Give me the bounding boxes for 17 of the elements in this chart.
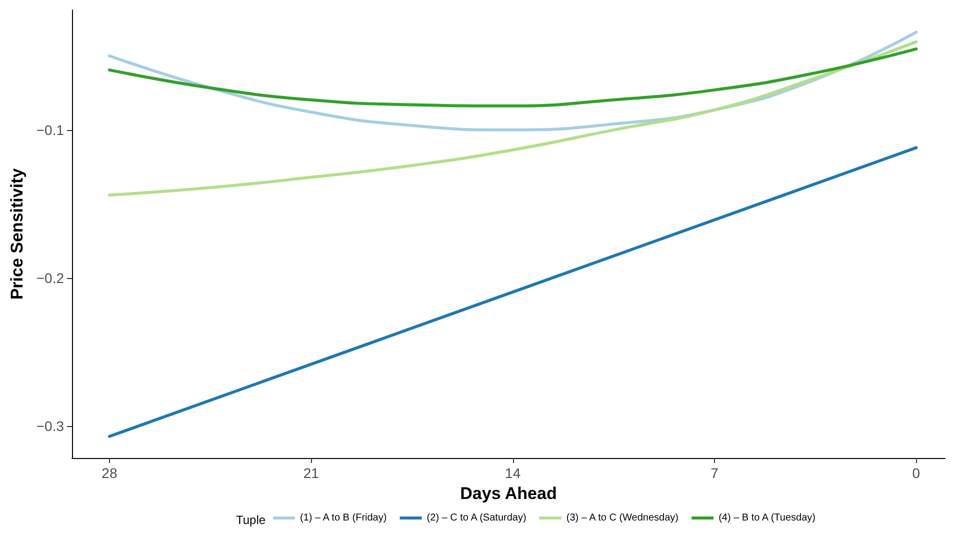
y-tick-label: −0.1 [36,122,64,138]
y-tick-label: −0.3 [36,418,64,434]
legend-label: (4) – B to A (Tuesday) [718,512,816,524]
y-axis-title: Price Sensitivity [7,168,26,300]
x-tick-label: 28 [102,465,118,481]
legend-label: (1) – A to B (Friday) [300,512,387,524]
y-tick-label: −0.2 [36,270,64,286]
x-tick-label: 14 [505,465,521,481]
legend-label: (2) – C to A (Saturday) [426,512,526,524]
legend-title: Tuple [236,513,266,527]
line-series [108,47,918,108]
legend-label: (3) – A to C (Wednesday) [566,512,678,524]
x-tick-label: 0 [912,465,920,481]
x-tick-label: 21 [303,465,320,481]
line-series [108,40,918,197]
x-axis-title: Days Ahead [460,484,557,503]
x-tick-label: 7 [710,465,719,481]
